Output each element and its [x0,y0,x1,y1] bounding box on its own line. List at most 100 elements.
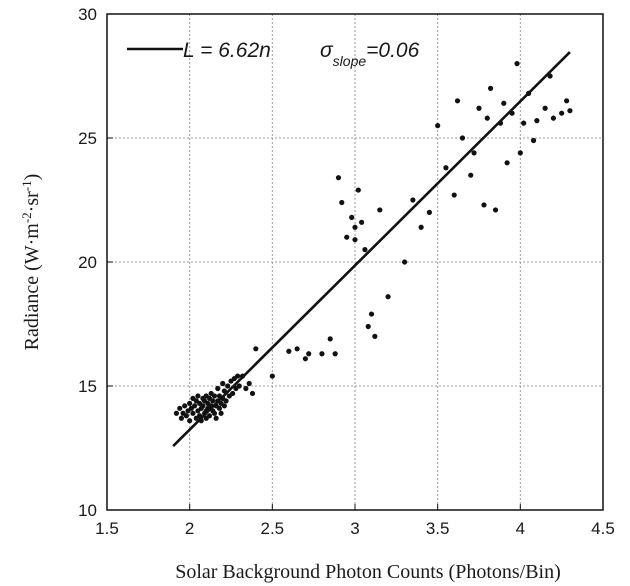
x-tick-label: 1.5 [95,519,119,538]
data-point [335,175,342,181]
data-point [359,219,365,225]
y-tick-label: 15 [78,377,97,396]
data-point [492,207,499,213]
data-point [352,237,358,243]
data-point [294,346,300,352]
legend-sigma-val: =0.06 [366,39,419,62]
data-point [534,118,540,124]
y-label-end: ) [21,174,43,181]
data-point [306,351,312,357]
plot-frame [106,13,604,511]
data-point [426,209,432,215]
data-point [410,197,416,203]
data-point [349,214,355,220]
data-point [559,110,565,116]
data-point [253,346,259,352]
data-point [187,400,193,406]
data-points [173,61,573,424]
data-point [213,415,219,421]
data-point [211,393,218,399]
fit-line [172,51,571,447]
data-point [319,351,325,357]
x-tick-label: 3.5 [426,519,450,538]
data-point [246,380,252,387]
x-tick-label: 2.5 [261,519,285,538]
data-point [550,115,557,121]
data-point [218,410,224,416]
data-point [443,165,449,171]
data-point [223,398,229,404]
legend: L = 6.62n σslope=0.06 [127,39,420,69]
legend-eq: = 6.62 [194,39,259,62]
legend-sigma: σ [320,39,334,62]
legend-sigma-text: σslope=0.06 [320,39,420,69]
y-axis-label: Radiance (W·m-2·sr-1) [19,174,43,351]
data-point [243,385,249,392]
x-axis-label: Solar Background Photon Counts (Photons/… [175,561,561,583]
data-point [481,202,487,208]
data-point [235,373,241,379]
data-point [468,172,474,178]
data-point [501,100,507,106]
data-point [302,356,308,362]
data-point [220,380,226,387]
data-point [454,98,461,104]
data-point [514,61,520,67]
data-point [476,105,482,111]
data-point [504,160,510,166]
data-point [362,247,368,253]
y-tick-label: 10 [78,501,97,520]
data-point [451,192,457,198]
data-point [435,123,441,129]
data-point [211,410,218,416]
data-point [471,150,477,156]
x-tick-label: 3 [350,519,359,538]
data-point [178,415,184,421]
tick-labels: 1.5 2 2.5 3 3.5 4 4.5 10 15 20 25 30 [78,5,615,538]
data-point [402,259,408,265]
data-point [216,405,223,411]
data-point [459,135,466,141]
data-point [487,85,494,91]
legend-sigma-sub: slope [333,53,367,69]
data-point [236,383,242,389]
data-point [517,150,523,156]
data-point [332,351,338,357]
data-point [418,224,424,230]
y-label-sup2: -1 [19,180,34,191]
x-tick-label: 4 [516,519,525,538]
data-point [249,390,256,397]
data-point [484,115,490,121]
legend-L: L [183,39,194,62]
data-point [286,348,292,354]
y-tick-label: 30 [78,5,97,24]
data-point [183,413,189,419]
data-point [173,410,180,416]
data-point [344,234,350,240]
data-point [215,385,221,392]
y-label-sup1: -2 [19,212,34,223]
data-point [187,418,193,424]
data-point [195,393,201,399]
data-point [521,120,527,126]
legend-equation: L = 6.62n [183,39,271,62]
data-point [230,390,236,397]
data-point [269,373,275,379]
data-point [530,137,537,144]
data-point [368,311,375,317]
data-point [365,323,371,330]
data-point [190,410,196,416]
y-tick-label: 25 [78,129,97,148]
grid-lines [106,13,604,511]
data-point [225,383,231,389]
data-point [200,403,206,409]
data-point [385,294,391,300]
y-label-main: Radiance (W·m [21,223,43,351]
data-point [564,98,570,104]
data-point [352,224,358,230]
data-point [221,403,227,409]
data-point [542,105,548,111]
data-point [206,413,213,419]
data-point [182,403,188,409]
